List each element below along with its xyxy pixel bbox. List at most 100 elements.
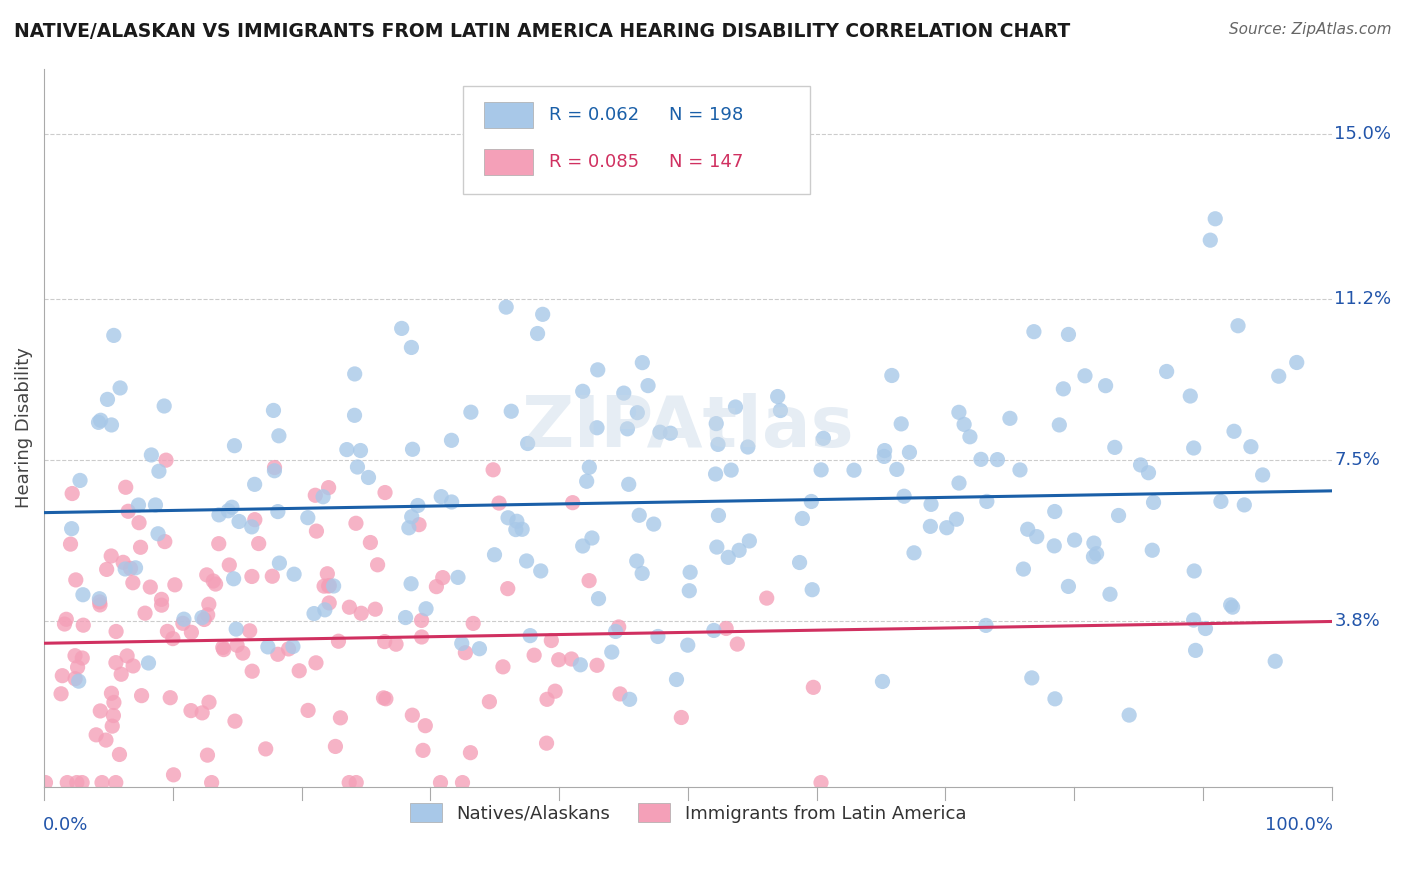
Point (482, 463, 505, 477)
Point (316, 566, 339, 581)
Point (893, 489, 915, 503)
Point (526, 326, 548, 341)
Text: 0.0%: 0.0% (42, 815, 89, 834)
Point (575, 475, 598, 489)
Point (401, 509, 423, 524)
Point (267, 429, 290, 443)
Point (1223, 425, 1246, 439)
Point (588, 591, 610, 606)
Point (138, 656, 160, 670)
Point (637, 378, 659, 392)
Point (193, 612, 215, 626)
Point (89, 591, 111, 606)
Point (162, 768, 184, 782)
Point (679, 566, 702, 580)
Point (84, 728, 107, 742)
Point (1137, 466, 1160, 480)
Point (704, 417, 727, 431)
Point (586, 658, 609, 673)
Point (104, 656, 127, 670)
Point (724, 400, 747, 414)
Point (153, 399, 176, 413)
Point (72, 588, 94, 602)
Point (162, 632, 184, 646)
Point (1233, 498, 1256, 512)
Point (890, 417, 912, 431)
Point (314, 579, 336, 593)
Point (1008, 463, 1031, 477)
Point (103, 328, 125, 343)
Point (89, 704, 111, 718)
Point (505, 523, 527, 537)
Point (89, 595, 111, 609)
Point (1057, 579, 1080, 593)
Text: 100.0%: 100.0% (1265, 815, 1333, 834)
Point (374, 485, 396, 500)
Point (127, 498, 149, 512)
Point (173, 612, 195, 626)
Point (267, 648, 290, 662)
Point (631, 356, 654, 370)
Point (411, 614, 433, 628)
Point (600, 645, 623, 659)
Point (873, 450, 896, 464)
Point (415, 601, 437, 615)
Point (344, 516, 367, 531)
Point (413, 719, 436, 733)
Point (401, 708, 423, 723)
Point (450, 636, 472, 650)
Point (153, 534, 176, 549)
Point (1240, 440, 1263, 454)
Point (297, 703, 319, 717)
Point (232, 646, 254, 660)
Point (440, 495, 463, 509)
Point (540, 633, 562, 648)
Point (569, 657, 592, 672)
Point (516, 554, 538, 568)
Point (1251, 467, 1274, 482)
Point (150, 598, 173, 612)
Point (281, 640, 304, 654)
Point (425, 580, 447, 594)
Point (432, 571, 454, 585)
Point (302, 607, 325, 621)
Point (460, 405, 482, 419)
Point (243, 477, 266, 491)
Point (374, 691, 396, 706)
Point (198, 597, 221, 611)
Point (257, 640, 280, 654)
Point (226, 638, 249, 652)
Point (374, 634, 396, 648)
Point (117, 504, 139, 518)
Point (671, 710, 693, 724)
Point (70, 651, 93, 665)
Point (626, 406, 648, 420)
Point (269, 556, 291, 570)
Point (488, 496, 510, 510)
Point (617, 477, 640, 491)
Point (605, 624, 627, 639)
Point (953, 417, 976, 432)
Point (613, 386, 636, 401)
Text: N = 147: N = 147 (669, 153, 742, 171)
Point (367, 558, 389, 572)
Point (1209, 494, 1232, 508)
Point (430, 490, 453, 504)
Point (523, 648, 546, 663)
Point (609, 687, 631, 701)
Point (1043, 539, 1066, 553)
Point (1267, 369, 1289, 384)
Point (349, 443, 371, 458)
Point (1129, 458, 1152, 472)
Point (1043, 691, 1066, 706)
Point (399, 576, 422, 591)
Point (463, 616, 485, 631)
Point (1227, 318, 1250, 333)
Point (728, 543, 751, 558)
Point (318, 579, 340, 593)
Point (738, 533, 761, 548)
Point (343, 367, 366, 381)
Point (204, 577, 226, 591)
Point (55, 612, 77, 626)
Point (328, 634, 350, 648)
